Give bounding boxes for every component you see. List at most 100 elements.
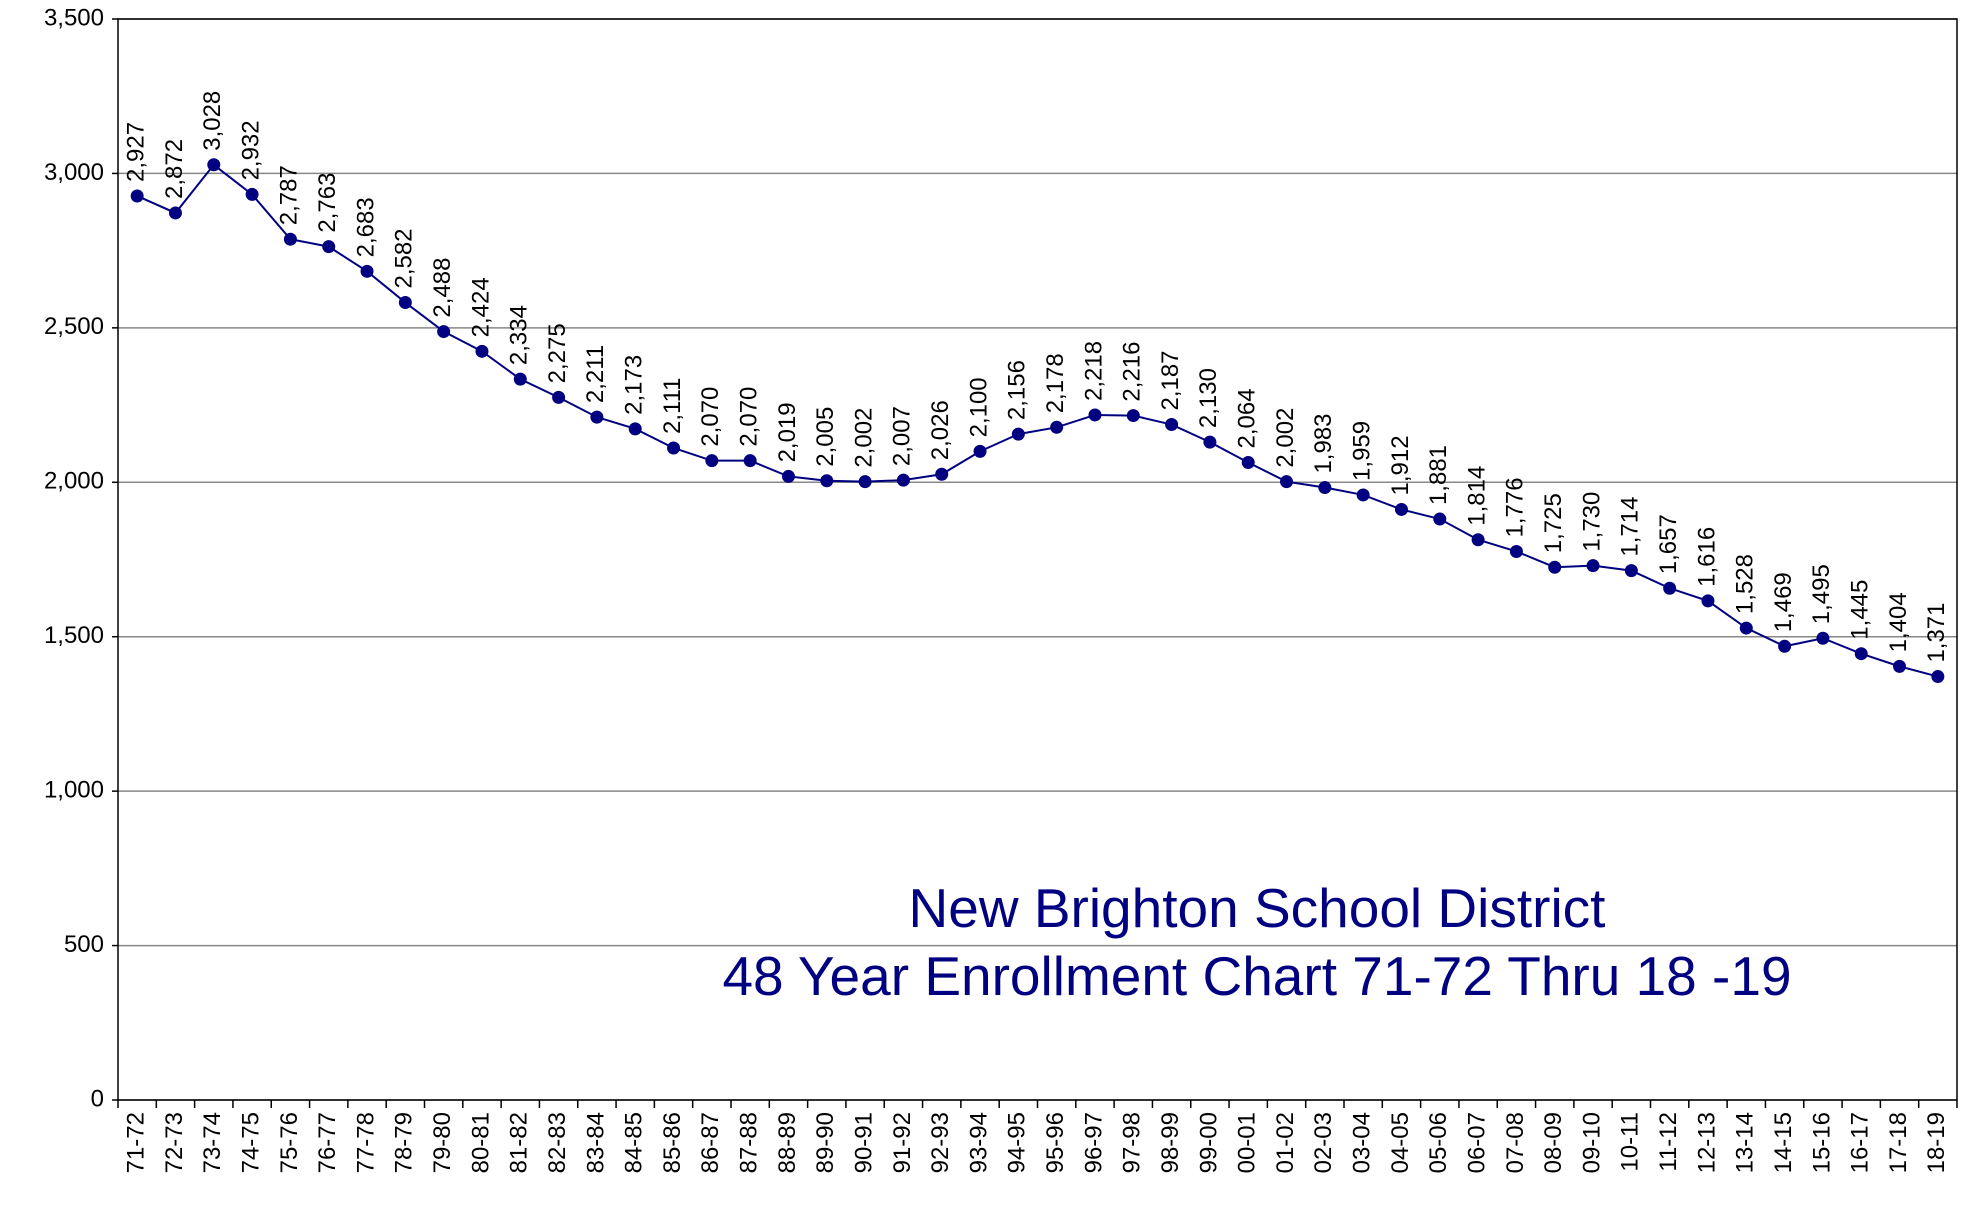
data-point (667, 441, 681, 455)
data-label: 2,787 (276, 165, 303, 225)
x-tick-label: 89-90 (812, 1112, 839, 1173)
data-point (590, 410, 604, 424)
data-point (1280, 475, 1294, 489)
y-tick-label: 2,500 (44, 313, 104, 340)
data-label: 2,130 (1195, 368, 1222, 428)
data-label: 1,528 (1732, 554, 1759, 614)
x-tick-label: 01-02 (1272, 1112, 1299, 1173)
data-point (130, 189, 144, 203)
data-label: 2,111 (659, 378, 686, 435)
x-tick-label: 08-09 (1540, 1112, 1567, 1173)
data-point (1356, 488, 1370, 502)
x-tick-label: 71-72 (123, 1112, 150, 1173)
data-point (513, 372, 527, 386)
data-point (1165, 418, 1179, 432)
x-tick-label: 98-99 (1157, 1112, 1184, 1173)
x-tick-label: 00-01 (1234, 1112, 1261, 1173)
data-point (1739, 621, 1753, 635)
x-tick-label: 17-18 (1885, 1112, 1912, 1173)
x-tick-label: 02-03 (1310, 1112, 1337, 1173)
data-label: 1,959 (1349, 421, 1376, 481)
data-point (283, 232, 297, 246)
data-point (1816, 631, 1830, 645)
data-label: 2,763 (314, 173, 341, 233)
data-point (552, 390, 566, 404)
data-point (1854, 647, 1868, 661)
y-tick-label: 1,500 (44, 622, 104, 649)
data-label: 2,005 (812, 407, 839, 467)
data-label: 2,216 (1119, 342, 1146, 402)
data-point (1394, 502, 1408, 516)
data-point (896, 473, 910, 487)
x-tick-label: 74-75 (237, 1112, 264, 1173)
x-tick-label: 03-04 (1349, 1112, 1376, 1173)
x-tick-label: 80-81 (467, 1112, 494, 1173)
x-tick-label: 88-89 (774, 1112, 801, 1173)
x-tick-label: 15-16 (1808, 1112, 1835, 1173)
data-label: 1,714 (1617, 497, 1644, 557)
data-label: 1,616 (1693, 527, 1720, 587)
data-label: 2,070 (697, 387, 724, 447)
x-tick-label: 04-05 (1387, 1112, 1414, 1173)
data-point (1318, 481, 1332, 495)
data-label: 2,927 (123, 122, 150, 182)
data-label: 2,334 (506, 305, 533, 365)
x-tick-label: 83-84 (582, 1112, 609, 1173)
x-tick-label: 76-77 (314, 1112, 341, 1173)
data-label: 2,002 (1272, 408, 1299, 468)
y-tick-label: 3,000 (44, 159, 104, 186)
data-label: 2,070 (736, 387, 763, 447)
data-label: 1,495 (1808, 564, 1835, 624)
data-label: 2,173 (621, 355, 648, 415)
data-label: 2,187 (1157, 350, 1184, 410)
x-tick-label: 93-94 (965, 1112, 992, 1173)
x-tick-label: 72-73 (161, 1112, 188, 1173)
data-label: 2,156 (1004, 360, 1031, 420)
x-tick-label: 95-96 (1042, 1112, 1069, 1173)
data-point (1893, 659, 1907, 673)
x-tick-label: 97-98 (1119, 1112, 1146, 1173)
y-tick-label: 0 (91, 1085, 104, 1112)
x-tick-label: 87-88 (736, 1112, 763, 1173)
x-tick-label: 82-83 (544, 1112, 571, 1173)
data-point (628, 422, 642, 436)
data-label: 3,028 (199, 91, 226, 151)
data-point (1624, 564, 1638, 578)
x-tick-label: 99-00 (1195, 1112, 1222, 1173)
data-label: 2,932 (237, 120, 264, 180)
y-tick-label: 3,500 (44, 4, 104, 31)
data-label: 2,424 (467, 277, 494, 337)
data-label: 1,776 (1502, 477, 1529, 537)
data-label: 2,007 (889, 406, 916, 466)
x-tick-label: 18-19 (1923, 1112, 1950, 1173)
data-point (1050, 420, 1064, 434)
data-label: 2,100 (965, 377, 992, 437)
data-label: 1,730 (1578, 492, 1605, 552)
data-label: 1,404 (1885, 592, 1912, 652)
data-point (1241, 456, 1255, 470)
data-label: 1,814 (1463, 466, 1490, 526)
data-label: 2,488 (429, 258, 456, 318)
data-point (973, 444, 987, 458)
x-tick-label: 78-79 (391, 1112, 418, 1173)
x-tick-label: 73-74 (199, 1112, 226, 1173)
data-label: 1,371 (1923, 602, 1950, 662)
data-point (168, 206, 182, 220)
data-point (1509, 544, 1523, 558)
y-tick-label: 2,000 (44, 468, 104, 495)
x-tick-label: 84-85 (621, 1112, 648, 1173)
x-tick-label: 11-12 (1655, 1112, 1682, 1172)
data-label: 2,275 (544, 323, 571, 383)
x-tick-label: 07-08 (1502, 1112, 1529, 1173)
x-tick-label: 75-76 (276, 1112, 303, 1173)
data-point (935, 467, 949, 481)
x-tick-label: 09-10 (1578, 1112, 1605, 1173)
data-label: 2,019 (774, 402, 801, 462)
data-point (207, 158, 221, 172)
x-tick-label: 90-91 (850, 1112, 877, 1173)
data-label: 1,725 (1540, 493, 1567, 553)
x-tick-label: 79-80 (429, 1112, 456, 1173)
data-label: 2,178 (1042, 353, 1069, 413)
x-tick-label: 16-17 (1847, 1112, 1874, 1173)
